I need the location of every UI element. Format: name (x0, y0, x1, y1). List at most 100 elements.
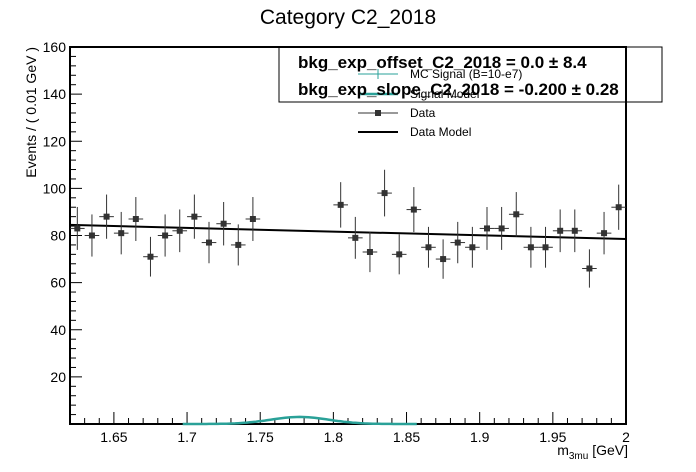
data-point-marker (615, 204, 622, 211)
data-point-marker (410, 206, 417, 213)
data-point-marker (176, 227, 183, 234)
x-tick-label: 1.85 (393, 429, 420, 445)
signal-model-curve (182, 415, 417, 426)
stats-box-frame (278, 46, 663, 103)
data-point-marker (542, 244, 549, 251)
data-point-marker (337, 201, 344, 208)
legend-signal-model-label: Signal Model (410, 87, 479, 101)
x-axis: 1.65 1.7 1.75 1.8 1.85 1.9 1.95 2 (69, 412, 630, 445)
data-point (391, 234, 407, 275)
stats-offset: bkg_exp_offset_C2_2018 = 0.0 ± 8.4 (298, 53, 587, 72)
data-point (333, 182, 348, 228)
data-point-marker (557, 227, 564, 234)
legend-data-label: Data (410, 106, 436, 120)
data-point-marker (191, 213, 198, 220)
data-point-marker (352, 234, 359, 241)
y-axis-label: Events / ( 0.01 GeV ) (23, 47, 39, 178)
data-point-marker (513, 211, 520, 218)
y-tick-label: 60 (50, 275, 66, 291)
data-point (143, 236, 158, 277)
y-tick-label: 80 (50, 228, 66, 244)
data-point-marker (249, 216, 256, 223)
data-point-marker (586, 265, 593, 272)
x-tick-label: 1.95 (539, 429, 566, 445)
x-tick-label: 1.7 (177, 429, 197, 445)
x-tick-label: 1.8 (324, 429, 344, 445)
data-point-marker (118, 230, 125, 237)
y-tick-label: 140 (43, 86, 67, 102)
data-point-marker (484, 225, 490, 232)
data-point (406, 187, 422, 233)
data-point-marker (527, 244, 534, 251)
data-point-marker (147, 253, 154, 260)
data-model-line (69, 223, 627, 241)
data-point (508, 192, 524, 237)
data-point-marker (381, 190, 388, 197)
data-point (348, 216, 363, 259)
data-point (435, 239, 451, 279)
data-point (84, 214, 100, 257)
y-tick-label: 100 (43, 180, 67, 196)
data-point (611, 184, 626, 230)
data-point-marker (162, 232, 169, 239)
data-point (216, 201, 231, 246)
data-point (99, 194, 114, 239)
data-point-marker (103, 213, 110, 220)
data-point-marker (571, 227, 578, 234)
data-point (172, 209, 188, 253)
x-axis-label-main: m (557, 442, 569, 458)
data-point-marker (498, 225, 505, 232)
data-point (582, 249, 597, 288)
data-point (362, 231, 378, 273)
data-point-marker (396, 251, 403, 258)
legend-mc-signal-label: MC Signal (B=10-e7) (410, 67, 522, 81)
data-point (465, 226, 480, 268)
data-point-marker (235, 241, 242, 248)
data-point (187, 194, 202, 239)
data-point (450, 221, 466, 264)
y-tick-label: 160 (43, 39, 67, 55)
data-point-marker (206, 239, 212, 246)
legend-data-marker (375, 110, 381, 116)
data-point (479, 206, 495, 250)
x-tick-label: 1.75 (247, 429, 274, 445)
data-point-marker (425, 244, 432, 251)
data-point (201, 221, 217, 264)
y-tick-label: 20 (50, 369, 66, 385)
x-tick-label: 1.9 (470, 429, 490, 445)
data-point (567, 209, 583, 253)
chart-title: Category C2_2018 (260, 6, 436, 29)
data-point-marker (601, 230, 608, 237)
data-point (538, 226, 553, 268)
data-point-marker (454, 239, 461, 246)
stats-slope: bkg_exp_slope_C2_2018 = -0.200 ± 0.28 (298, 80, 619, 99)
y-tick-label: 40 (50, 322, 66, 338)
data-point-marker (132, 216, 139, 223)
data-point (113, 211, 129, 255)
data-point (523, 226, 539, 268)
x-tick-label: 1.65 (100, 429, 127, 445)
data-point (421, 226, 436, 268)
data-point (552, 209, 568, 253)
y-axis: 20 40 60 80 100 120 140 160 (43, 39, 82, 416)
stats-box: bkg_exp_offset_C2_2018 = 0.0 ± 8.4 bkg_e… (278, 46, 663, 103)
legend-data-model-label: Data Model (410, 125, 471, 139)
data-point (128, 197, 144, 241)
data-point (494, 206, 509, 250)
x-axis-label-sub: 3mu (569, 451, 588, 462)
y-tick-label: 120 (43, 133, 67, 149)
data-point-marker (220, 220, 227, 227)
plot-frame (69, 46, 627, 425)
data-point-marker (469, 244, 476, 251)
data-point (70, 206, 85, 250)
data-point-marker (366, 248, 373, 255)
legend: MC Signal (B=10-e7) Signal Model Data Da… (358, 67, 522, 139)
x-axis-label-unit: [GeV] (588, 442, 628, 458)
data-point (245, 197, 261, 241)
data-point (377, 169, 392, 217)
data-point (596, 211, 612, 255)
data-point-marker (440, 256, 447, 263)
data-point-marker (74, 225, 81, 232)
data-points (70, 169, 626, 288)
